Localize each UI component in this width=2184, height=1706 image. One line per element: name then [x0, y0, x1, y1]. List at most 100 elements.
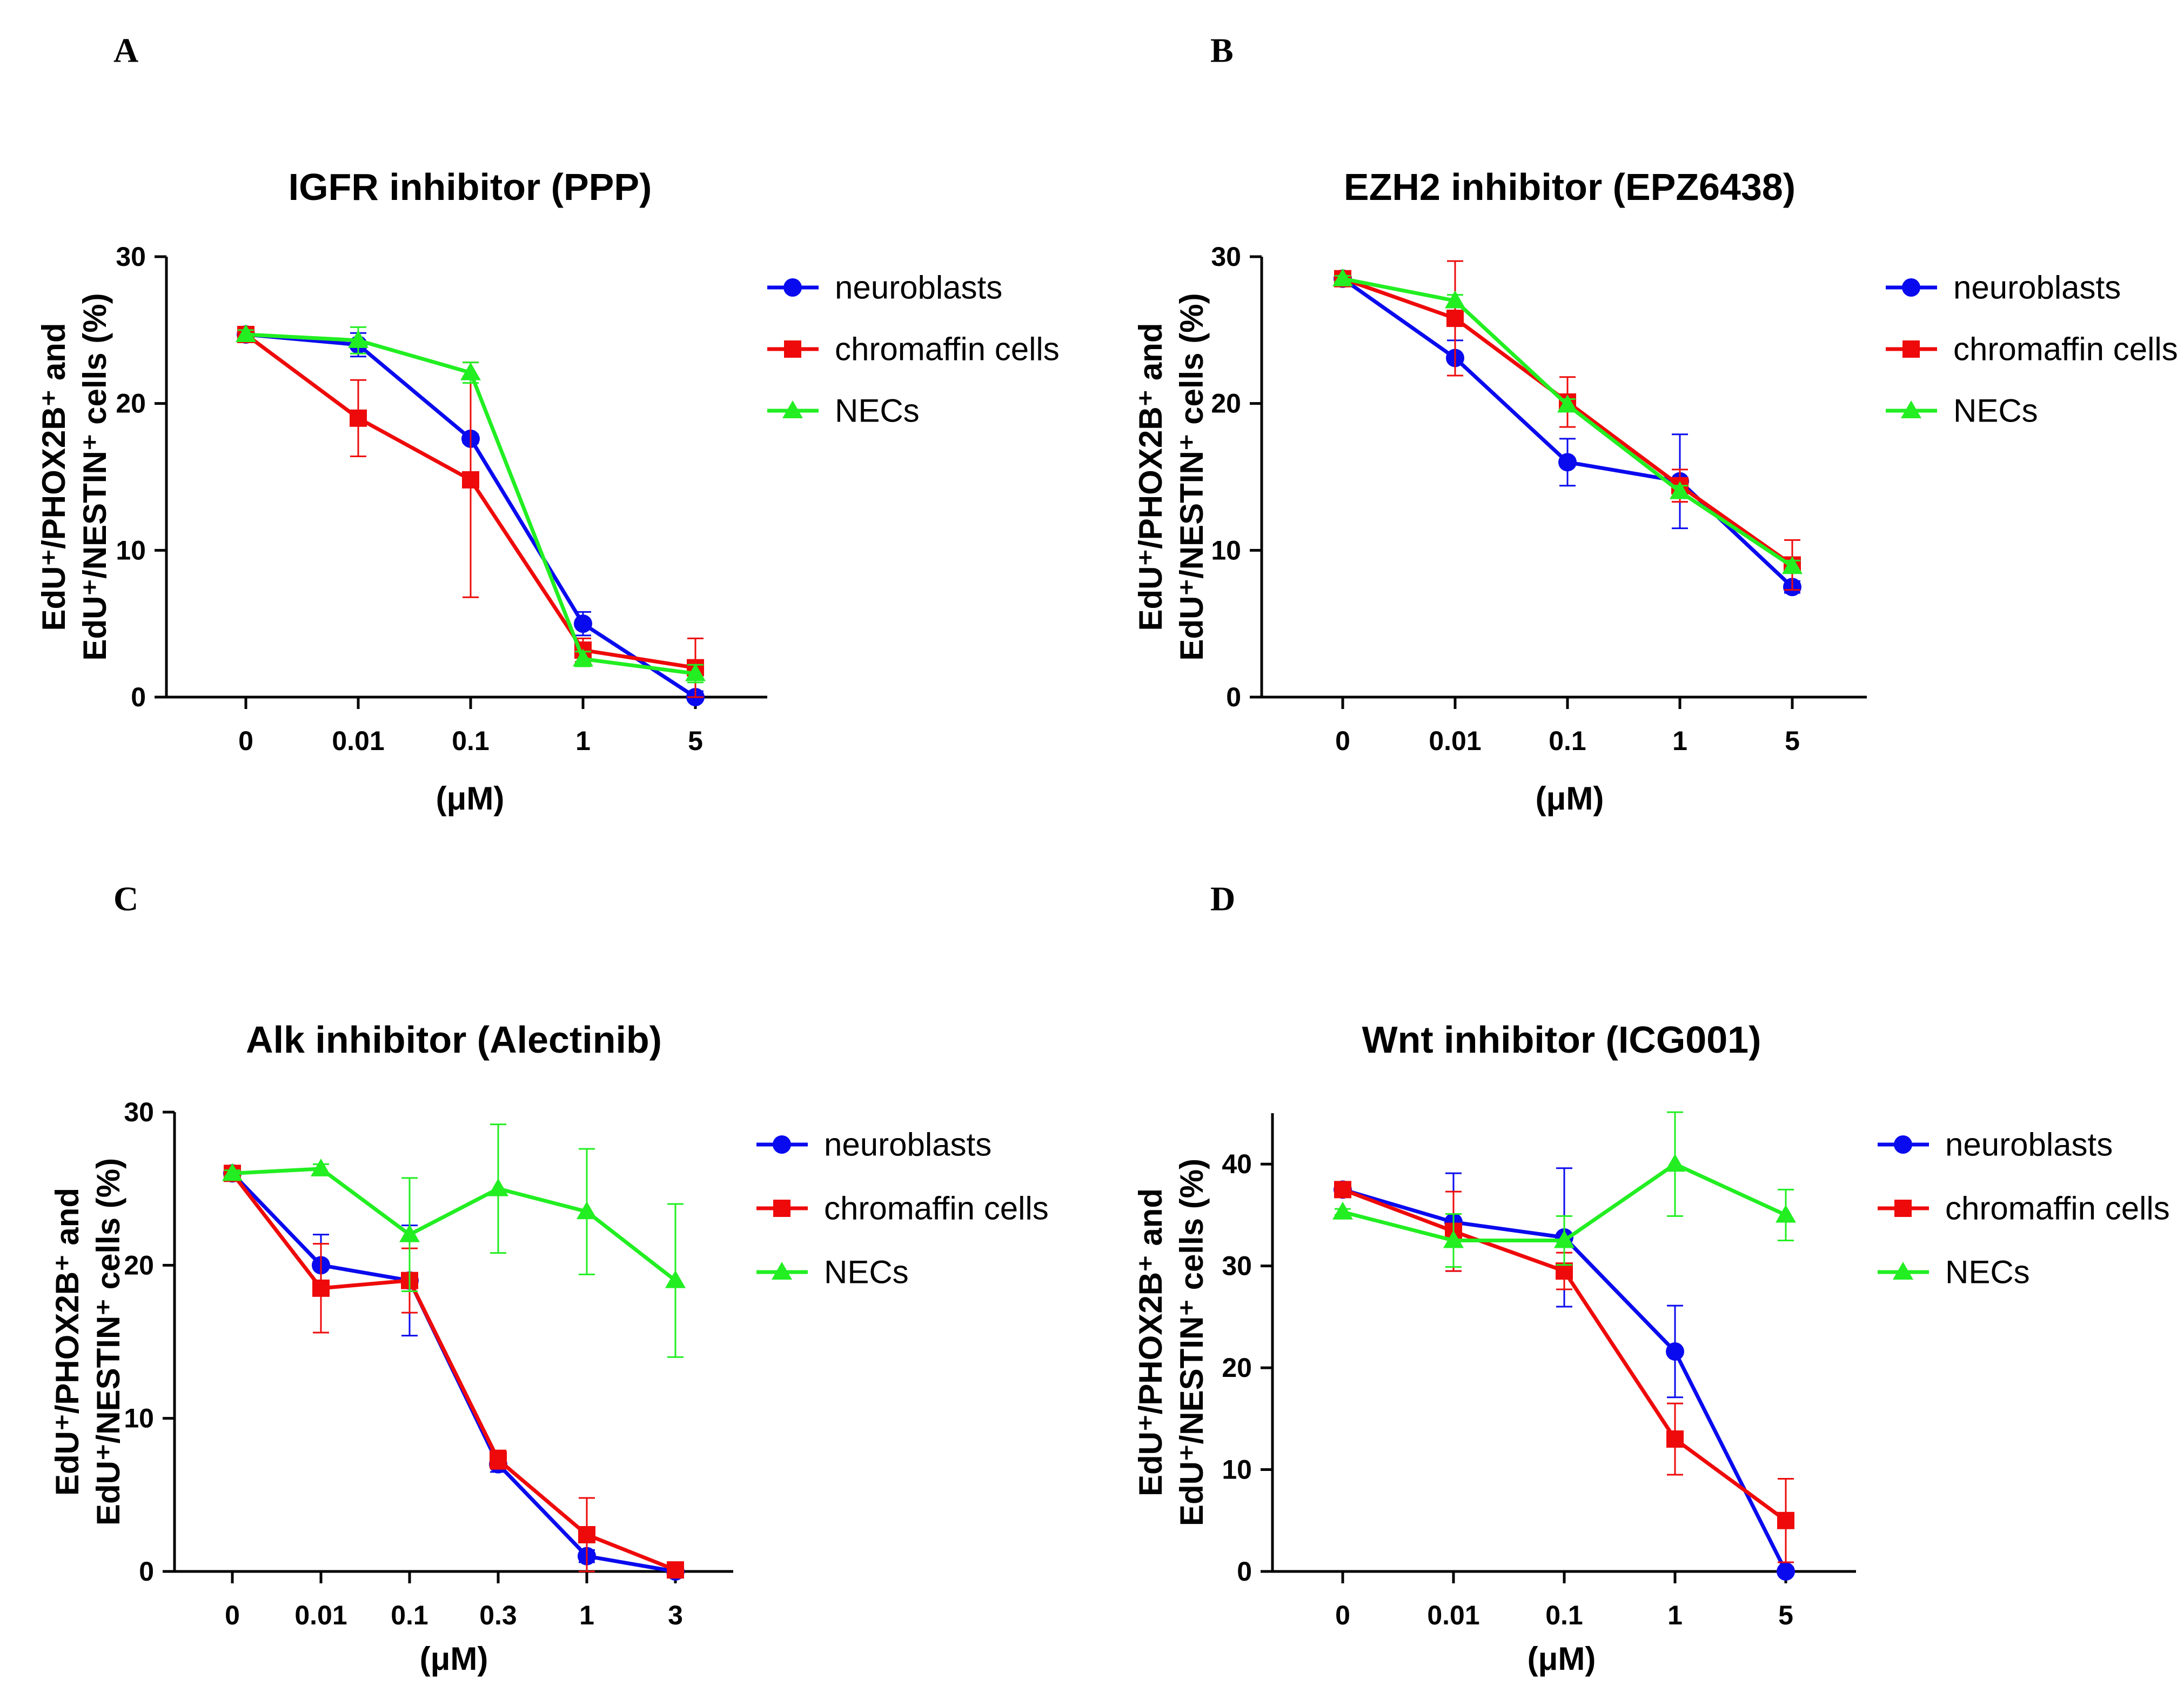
- data-point: [1446, 310, 1464, 327]
- series-necs: [222, 1123, 686, 1358]
- series-chromaffin-cells: [224, 1165, 684, 1579]
- legend: neuroblasts chromaffin cells NECs: [767, 270, 1060, 429]
- x-tick-label: 5: [1778, 1600, 1793, 1630]
- data-point: [1777, 1562, 1795, 1581]
- legend-label: chromaffin cells: [824, 1190, 1049, 1227]
- y-tick-label: 10: [124, 1403, 154, 1434]
- data-point: [350, 409, 367, 427]
- legend-label: NECs: [1953, 393, 2038, 429]
- x-tick-label: 5: [688, 726, 703, 756]
- data-point: [1443, 1230, 1464, 1248]
- data-point: [311, 1158, 331, 1176]
- panel-letter: D: [1210, 880, 1235, 918]
- y-axis-label-line: EdU⁺/NESTIN⁺ cells (%): [1174, 1159, 1210, 1526]
- data-point: [665, 1270, 686, 1288]
- legend-marker: [784, 340, 801, 358]
- legend-label: neuroblasts: [835, 270, 1002, 306]
- x-tick-label: 0.01: [1427, 1600, 1479, 1630]
- y-tick-label: 30: [116, 242, 146, 272]
- legend-label: NECs: [835, 393, 920, 429]
- legend-label: chromaffin cells: [1945, 1190, 2170, 1227]
- x-tick-label: 1: [1672, 726, 1687, 756]
- series-necs: [1332, 1111, 1796, 1268]
- legend-marker: [1893, 1262, 1913, 1280]
- x-tick-label: 0.1: [1549, 726, 1586, 756]
- y-axis-label: EdU⁺/PHOX2B⁺ and EdU⁺/NESTIN⁺ cells (%): [1133, 1159, 1210, 1526]
- legend-label: NECs: [824, 1254, 909, 1290]
- y-tick-label: 10: [1211, 535, 1241, 565]
- x-tick-label: 3: [668, 1600, 683, 1630]
- y-tick-label: 10: [1222, 1455, 1252, 1485]
- x-tick-label: 0: [225, 1600, 240, 1630]
- series-line: [1341, 277, 1794, 588]
- x-tick-label: 0.1: [1545, 1600, 1583, 1630]
- legend-label: NECs: [1945, 1254, 2030, 1290]
- data-point: [685, 663, 706, 681]
- y-axis-label-line: EdU⁺/PHOX2B⁺ and: [36, 323, 72, 631]
- legend-marker: [773, 1135, 791, 1154]
- series-necs: [1332, 268, 1803, 574]
- y-axis-label-line: EdU⁺/PHOX2B⁺ and: [1133, 1188, 1169, 1496]
- data-point: [1554, 1230, 1575, 1248]
- y-axis-label-line: EdU⁺/PHOX2B⁺ and: [49, 1188, 85, 1496]
- y-tick-label: 40: [1222, 1149, 1252, 1179]
- legend-marker: [782, 400, 803, 418]
- data-point: [490, 1451, 507, 1469]
- y-tick-label: 20: [116, 389, 146, 419]
- x-tick-label: 0.01: [332, 726, 384, 756]
- legend-label: chromaffin cells: [835, 331, 1060, 367]
- y-tick-label: 0: [1237, 1556, 1252, 1587]
- data-point: [1332, 1201, 1353, 1220]
- x-tick-label: 0: [238, 726, 253, 756]
- y-tick-label: 20: [1222, 1353, 1252, 1383]
- legend: neuroblasts chromaffin cells NECs: [1886, 270, 2178, 429]
- y-axis-label: EdU⁺/PHOX2B⁺ and EdU⁺/NESTIN⁺ cells (%): [36, 293, 113, 660]
- x-tick-label: 1: [575, 726, 591, 756]
- x-tick-label: 0.1: [391, 1600, 428, 1630]
- y-axis-label-line: EdU⁺/NESTIN⁺ cells (%): [90, 1158, 126, 1526]
- chart-title: Alk inhibitor (Alectinib): [246, 1019, 662, 1061]
- data-point: [573, 648, 593, 667]
- y-tick-label: 0: [131, 682, 146, 712]
- legend-marker: [1894, 1200, 1912, 1217]
- x-tick-label: 0: [1335, 1600, 1350, 1630]
- x-tick-label: 1: [579, 1600, 594, 1630]
- data-point: [667, 1561, 684, 1579]
- legend-label: neuroblasts: [1945, 1127, 2113, 1163]
- y-tick-label: 30: [1211, 242, 1241, 272]
- x-axis-label: (μM): [420, 1641, 488, 1677]
- legend-label: neuroblasts: [1953, 270, 2121, 306]
- y-axis-label-line: EdU⁺/NESTIN⁺ cells (%): [77, 293, 113, 660]
- legend-marker: [772, 1262, 792, 1280]
- y-axis-label-line: EdU⁺/NESTIN⁺ cells (%): [1174, 293, 1210, 660]
- series-neuroblasts: [1334, 269, 1801, 597]
- y-axis-label-line: EdU⁺/PHOX2B⁺ and: [1133, 323, 1169, 631]
- x-axis-label: (μM): [1528, 1641, 1596, 1677]
- data-point: [1557, 394, 1578, 413]
- y-axis-label: EdU⁺/PHOX2B⁺ and EdU⁺/NESTIN⁺ cells (%): [49, 1158, 126, 1526]
- x-tick-label: 0.01: [1429, 726, 1481, 756]
- x-tick-label: 0.3: [479, 1600, 517, 1630]
- data-point: [1665, 1154, 1685, 1172]
- legend: neuroblasts chromaffin cells NECs: [756, 1127, 1049, 1290]
- data-point: [236, 324, 256, 342]
- legend-marker: [1902, 340, 1920, 358]
- data-point: [577, 1201, 597, 1220]
- chart-panel-a: A IGFR inhibitor (PPP) 0 10 20 30 0 0.01 0.1 1 5 (μ…: [36, 31, 1060, 817]
- data-point: [222, 1163, 243, 1181]
- series-line: [231, 1172, 676, 1572]
- y-axis-label: EdU⁺/PHOX2B⁺ and EdU⁺/NESTIN⁺ cells (%): [1133, 293, 1210, 660]
- series-chromaffin-cells: [1334, 260, 1801, 591]
- x-axis-label: (μM): [436, 780, 505, 817]
- data-point: [578, 1526, 595, 1543]
- legend: neuroblasts chromaffin cells NECs: [1878, 1127, 2170, 1290]
- chart-title: Wnt inhibitor (ICG001): [1362, 1019, 1761, 1061]
- data-point: [1666, 1342, 1684, 1361]
- data-point: [1334, 1181, 1351, 1199]
- legend-marker: [773, 1200, 790, 1217]
- y-tick-label: 0: [1226, 682, 1241, 712]
- legend-marker: [1894, 1135, 1912, 1154]
- chart-title: IGFR inhibitor (PPP): [289, 166, 652, 208]
- chart-panel-b: B EZH2 inhibitor (EPZ6438) 0 10 20 30 0 0.01 0.1…: [1133, 31, 2178, 817]
